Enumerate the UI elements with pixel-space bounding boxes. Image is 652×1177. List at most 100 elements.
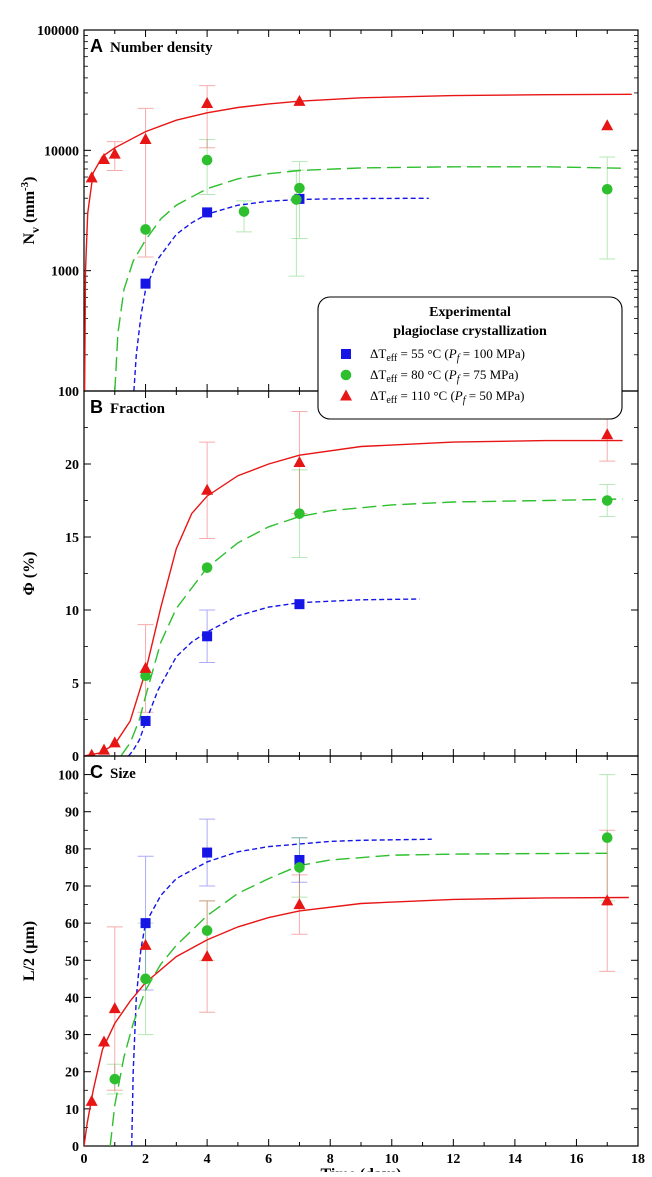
y-tick-label: 50 [65,954,79,969]
data-point-s110 [601,894,614,906]
data-point-s80 [601,495,613,506]
y-tick-label: 90 [65,806,79,821]
data-point-s55 [294,599,305,610]
data-point-s110 [201,483,214,495]
data-point-s80 [601,183,613,195]
data-point-s55 [202,631,213,642]
legend-p-sub: f [457,353,461,364]
legend-delta-sub: eff [386,395,398,406]
data-point-s110 [139,133,152,145]
x-axis-title: Time (days) [320,1166,401,1172]
legend-marker-s110 [340,389,352,401]
data-point-s80 [201,154,213,166]
y-tick-label: 10 [65,1103,79,1118]
data-point-s80 [294,862,305,873]
x-tick-label: 2 [142,1152,149,1167]
y-tick-label: 80 [65,843,79,858]
data-point-s110 [87,748,96,756]
y-tick-label: 30 [65,1029,79,1044]
data-point-s80 [109,1073,121,1085]
error-bar [599,156,616,260]
y-tick-label: 70 [65,880,79,895]
legend-delta-sub: eff [386,353,398,364]
data-point-s80 [140,224,151,235]
panel-label: A [90,36,103,56]
data-point-s80 [294,182,305,194]
x-tick-label: 14 [508,1152,522,1167]
panel-title: Size [110,766,136,782]
data-point-s110 [85,1094,98,1106]
y-tick-label: 20 [65,458,79,473]
panel-a: 100 1000 10000 100000 Nv (mm-3) A Number densit… [19,24,639,400]
data-point-s110 [98,1035,111,1047]
fit-curve-s110 [84,93,632,391]
legend-box [317,296,623,420]
data-point-s110 [108,736,121,748]
plot-frame [83,755,639,1147]
legend-delta-sub: eff [386,374,398,385]
data-point-s55 [202,847,213,858]
panel-label: B [90,397,103,417]
panel-c: 0 10 20 30 40 50 60 70 80 90 100 0 2 4 6 8 10 12 14 16 18 Tim… [21,755,645,1177]
data-point-s110 [108,147,121,159]
legend-rest: = 100 MPa) [460,346,525,361]
y-axis-title-sup: -3 [19,181,31,191]
data-point-s55 [140,918,151,929]
x-tick-label: 10 [385,1152,399,1167]
x-tick-label: 4 [204,1152,211,1167]
data-point-s80 [140,670,151,681]
data-point-s110 [98,743,111,755]
y-axis-title: L/2 (μm) [21,921,38,981]
fit-curve-s110 [84,896,629,1146]
panel-title: Fraction [110,401,166,417]
legend-rest: = 50 MPa) [466,388,525,403]
data-point-s80 [201,562,213,573]
data-point-s80 [294,508,305,519]
y-axis-title-unit: (mm [21,190,38,223]
x-tick-label: 18 [631,1152,645,1167]
legend-entry: ΔTeff = 110 °C (Pf = 50 MPa) [370,388,525,406]
fit-curve-s80 [114,166,623,391]
legend-marker-s80 [340,369,352,381]
data-point-s110 [139,661,152,673]
y-tick-label: 5 [72,677,79,692]
data-point-s110 [108,1002,121,1014]
plot-area [84,408,623,756]
y-tick-label: 15 [65,531,79,546]
y-tick-label: 0 [72,1140,79,1155]
legend-eq: = 55 °C ( [397,346,449,361]
legend-title: Experimental [429,305,511,320]
y-tick-label: 10000 [44,144,79,159]
fit-curve-s55 [128,598,420,756]
data-point-s110 [139,938,152,950]
y-tick-label: 100000 [37,24,79,39]
y-tick-label: 20 [65,1066,79,1081]
fit-curve-s55 [131,838,432,1146]
data-point-s110 [98,152,111,164]
y-axis-title-sub: v [28,227,42,233]
data-point-s80 [238,206,250,217]
fit-curve-s80 [109,852,608,1146]
plot-frame [83,390,639,757]
x-tick-label: 6 [265,1152,272,1167]
y-axis-title-main: N [21,233,38,245]
data-point-s110 [201,97,214,109]
legend-delta: ΔT [370,346,386,361]
y-axis-title: Nv (mm-3) [19,176,42,244]
legend-eq: = 80 °C ( [397,367,449,382]
legend-p-sub: f [457,374,461,385]
y-axis-title: Φ (%) [21,552,38,596]
legend-p-sub: f [463,395,467,406]
data-point-s110 [293,898,306,910]
y-tick-label: 100 [58,385,79,400]
legend-marker-s55 [341,349,351,359]
fit-curve-s110 [84,439,623,756]
plot-area [84,85,632,391]
legend-eq: = 110 °C ( [397,388,455,403]
panel-b: 0 5 10 15 20 Φ (%) B Fraction [21,390,639,765]
y-tick-label: 40 [65,991,79,1006]
panel-label: C [90,762,103,782]
legend-entry: ΔTeff = 80 °C (Pf = 75 MPa) [370,367,518,385]
